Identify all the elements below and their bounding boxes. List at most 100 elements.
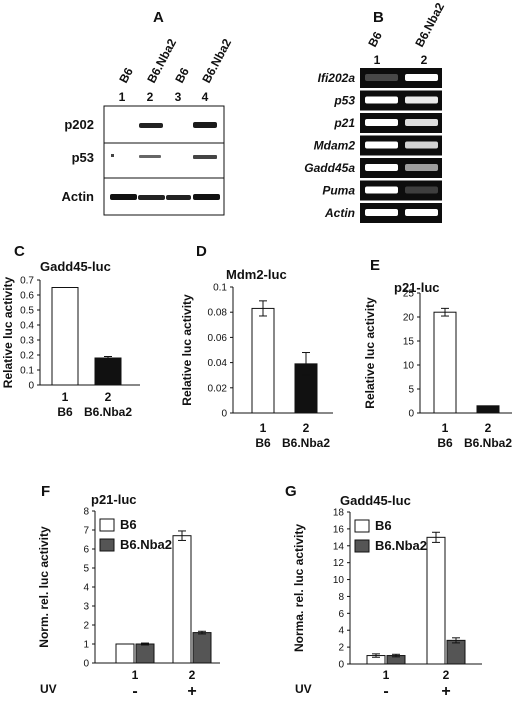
gel-band [405,141,438,149]
gel-row-background [360,113,442,133]
y-tick-label: 10 [403,361,415,372]
panel-a-row-labels: p202 p53 Actin [62,117,95,204]
y-tick-label: 1 [83,640,89,651]
gel-band [405,164,438,171]
y-axis-label: Relative luc activity [1,276,15,388]
x-category-number: 1 [132,668,139,682]
panel-letter: F [41,483,50,500]
legend-swatch [99,518,115,532]
panel-a-bands [110,122,220,200]
y-tick-label: 0.4 [20,321,34,332]
gel-row-background [360,180,442,201]
legend-swatch [354,539,370,553]
blot-row-label: p53 [72,150,94,165]
y-axis-label: Norm. rel. luc activity [37,526,51,648]
bar [51,287,79,386]
panel-b-letter: B [373,9,384,26]
lane-number: 1 [374,53,381,67]
band-p53-lane4 [193,155,217,159]
y-tick-label: 2 [83,621,89,632]
y-tick-label: 12 [333,558,345,569]
uv-sign: + [441,683,450,700]
legend-swatch [354,519,370,533]
gel-band [365,119,398,126]
x-category-number: 1 [442,421,449,435]
bar [426,536,446,665]
panel-letter: G [285,483,297,500]
x-category-number: 2 [189,668,196,682]
y-tick-label: 8 [83,507,89,518]
gel-band [365,74,398,81]
y-tick-label: 6 [83,545,89,556]
y-tick-label: 5 [408,385,414,396]
bar-charts: C Gadd45-luc Relative luc activity 0 0.1 0.2 0… [1,243,512,700]
panel-b: B B6 B6.Nba2 1 2 Ifi202a p53 p21 Mdam2 Gadd45a P… [304,0,447,223]
gel-row-label: Ifi202a [318,71,356,85]
bar [446,639,466,665]
lane-strain-label: B6.Nba2 [412,0,447,49]
gel-band [365,209,398,216]
y-tick-label: 0.04 [208,358,228,369]
uv-label: UV [295,682,312,696]
lane-number: 3 [175,90,182,104]
y-tick-label: 0.1 [20,366,34,377]
chart-title: Gadd45-luc [40,259,111,274]
y-tick-label: 0.5 [20,306,34,317]
lane-strain-label: B6 [365,29,385,49]
panel-letter: E [370,257,380,274]
x-category-number: 2 [303,421,310,435]
panel-b-gel-rows: Ifi202a p53 p21 Mdam2 Gadd45a Puma Actin [304,68,442,223]
bar [94,357,122,386]
gel-row-label: Actin [324,206,355,220]
gel-row-background [360,90,442,111]
y-tick-label: 0.08 [208,308,228,319]
uv-sign: + [187,683,196,700]
gel-row-label: p53 [333,94,355,108]
gel-band [365,141,398,149]
band-actin-lane1 [110,194,137,200]
gel-row-label: Mdam2 [314,139,356,153]
legend-label: B6.Nba2 [375,538,427,553]
gel-band [405,74,438,81]
y-tick-label: 0 [408,409,414,420]
chart-title: Gadd45-luc [340,493,411,508]
gel-band [365,186,398,194]
lane-number: 2 [147,90,154,104]
x-category-label: B6 [437,436,453,450]
legend-label: B6.Nba2 [120,537,172,552]
gel-row-background [360,68,442,88]
gel-row-background [360,135,442,156]
y-axis-label: Relative luc activity [180,294,194,406]
lane-number: 1 [119,90,126,104]
bar [192,632,212,664]
y-tick-label: 4 [338,626,344,637]
band-actin-lane4 [193,194,220,200]
x-category-label: B6 [255,436,271,450]
y-tick-label: 0.6 [20,291,34,302]
gel-band [405,96,438,104]
y-tick-label: 0.06 [208,333,228,344]
x-category-number: 1 [62,390,69,404]
uv-sign: - [132,683,137,700]
lane-number: 2 [421,53,428,67]
bar [115,643,135,664]
chart-panel-c: C Gadd45-luc Relative luc activity 0 0.1 0.2 0… [1,243,140,419]
x-category-number: 1 [260,421,267,435]
band-p53-lane2 [139,155,161,158]
y-tick-label: 5 [83,564,89,575]
y-tick-label: 16 [333,524,345,535]
y-tick-label: 15 [403,337,415,348]
y-tick-label: 14 [333,541,345,552]
bar [172,535,192,664]
y-axis-label: Norma. rel. luc activity [292,524,306,652]
lane-number: 4 [202,90,209,104]
y-tick-label: 0 [221,409,227,420]
y-tick-label: 6 [338,609,344,620]
panel-a-letter: A [153,9,164,26]
lane-strain-label: B6 [172,65,192,85]
band-p202-lane2 [139,123,163,128]
chart-panel-g: G Gadd45-luc Norma. rel. luc activity 0 2 4 6 8… [285,483,482,700]
legend-label: B6 [120,517,137,532]
